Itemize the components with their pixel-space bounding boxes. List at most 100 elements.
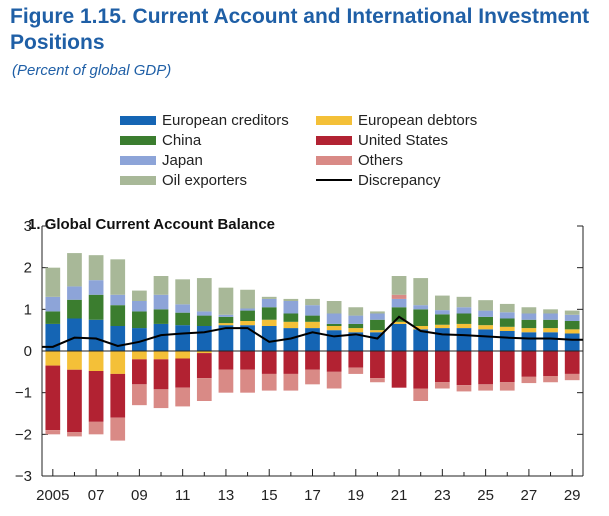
figure-subtitle: (Percent of global GDP) <box>12 62 172 79</box>
bar-segment <box>153 359 169 390</box>
bar-segment <box>391 276 407 295</box>
y-tick-label: 2 <box>24 260 32 277</box>
y-tick-label: 0 <box>24 343 32 360</box>
bar-segment <box>261 296 277 299</box>
bar-segment <box>499 303 515 313</box>
bar-segment <box>543 328 558 333</box>
bar-segment <box>348 367 364 374</box>
bar-segment <box>175 304 191 313</box>
bar-segment <box>175 279 191 305</box>
bar-segment <box>370 378 385 383</box>
bar-segment <box>196 326 212 351</box>
bar-segment <box>218 351 234 370</box>
bar-segment <box>413 305 429 310</box>
y-tick-label: −2 <box>15 426 32 443</box>
x-tick-label: 07 <box>88 487 105 504</box>
bar-segment <box>521 307 537 314</box>
bar-segment <box>543 332 558 351</box>
x-tick-label: 27 <box>521 487 538 504</box>
bar-segment <box>283 373 299 391</box>
legend-swatch <box>316 179 352 181</box>
y-tick-label: −3 <box>15 468 32 485</box>
bar-segment <box>67 253 82 287</box>
bar-segment <box>153 389 169 409</box>
bar-segment <box>110 294 126 306</box>
bar-segment <box>434 314 450 325</box>
bar-segment <box>283 298 299 301</box>
bar-segment <box>326 330 342 351</box>
x-tick-label: 19 <box>347 487 364 504</box>
bar-segment <box>434 310 450 315</box>
bar-segment <box>391 294 407 299</box>
bar-segment <box>110 305 126 326</box>
x-tick-label: 17 <box>304 487 321 504</box>
bar-segment <box>67 351 82 370</box>
bar-segment <box>456 323 472 329</box>
bar-segment <box>434 382 450 389</box>
bar-segment <box>478 325 493 330</box>
bar-segment <box>132 290 147 301</box>
bar-segment <box>283 351 299 374</box>
bar-segment <box>67 286 82 300</box>
bar-segment <box>413 351 429 389</box>
bar-segment <box>261 298 277 308</box>
bar-segment <box>478 316 493 326</box>
panel-title-text: Global Current Account Balance <box>44 216 276 233</box>
bar-segment <box>391 351 407 388</box>
bar-segment <box>370 319 385 331</box>
bar-segment <box>391 298 407 308</box>
legend-label: European debtors <box>358 111 478 129</box>
bar-segment <box>434 328 450 351</box>
legend-label: European creditors <box>162 111 289 129</box>
bar-segment <box>499 318 515 327</box>
bar-segment <box>110 373 126 418</box>
bar-segment <box>348 323 364 329</box>
bar-segment <box>456 313 472 324</box>
bar-segment <box>521 313 537 320</box>
bar-segment <box>175 351 191 359</box>
bar-segment <box>196 278 212 312</box>
bar-segment <box>218 314 234 317</box>
bar-segment <box>132 311 147 329</box>
bar-segment <box>478 329 493 351</box>
bar-segment <box>45 267 61 297</box>
bar-segment <box>521 319 537 329</box>
bar-segment <box>45 351 61 366</box>
bar-segment <box>196 315 212 326</box>
bar-segment <box>153 276 169 295</box>
x-tick-label: 25 <box>477 487 494 504</box>
bar-segment <box>67 432 82 437</box>
bar-segment <box>326 351 342 372</box>
x-tick-label: 15 <box>261 487 278 504</box>
legend-swatch <box>316 155 352 165</box>
bar-segment <box>456 296 472 308</box>
bar-segment <box>283 301 299 314</box>
bar-segment <box>45 430 61 435</box>
bar-segment <box>564 329 580 334</box>
legend-swatch <box>120 115 156 125</box>
legend-label: China <box>162 131 202 149</box>
bar-segment <box>175 312 191 326</box>
x-tick-label: 13 <box>218 487 235 504</box>
bar-segment <box>564 321 580 330</box>
bar-segment <box>153 294 169 310</box>
bar-segment <box>434 351 450 383</box>
bar-segment <box>564 351 580 374</box>
bar-segment <box>261 307 277 320</box>
bar-segment <box>413 326 429 330</box>
y-tick-label: 3 <box>24 218 32 235</box>
bar-segment <box>88 319 104 351</box>
x-tick-label: 21 <box>391 487 408 504</box>
legend-label: United States <box>358 131 449 149</box>
bar-segment <box>45 311 61 324</box>
bar-segment <box>240 369 255 393</box>
bar-segment <box>67 318 82 351</box>
bar-segment <box>564 310 580 315</box>
legend-swatch <box>120 175 156 185</box>
bar-segment <box>456 385 472 392</box>
bar-segment <box>348 315 364 324</box>
bar-segment <box>261 326 277 351</box>
figure-title: Figure 1.15. Current Account and Interna… <box>10 5 590 54</box>
bar-segment <box>305 305 320 316</box>
